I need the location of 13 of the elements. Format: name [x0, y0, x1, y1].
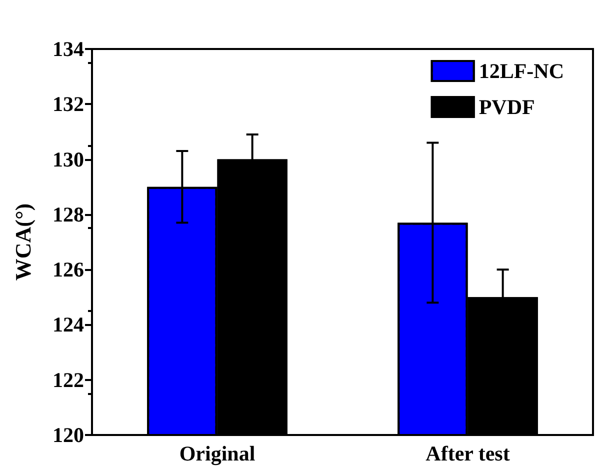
y-tick-label: 134	[52, 37, 84, 61]
y-axis-title: WCA(°)	[10, 203, 36, 281]
y-tick-label: 130	[52, 147, 84, 172]
y-tick-label: 122	[52, 368, 84, 392]
y-tick-label: 128	[52, 202, 84, 226]
y-tick-label: 132	[52, 92, 84, 116]
y-tick-label: 126	[52, 258, 84, 282]
legend-label: 12LF-NC	[478, 59, 564, 83]
legend-label: PVDF	[478, 95, 535, 119]
y-tick-label: 124	[52, 312, 84, 337]
x-tick-label: After test	[426, 442, 510, 466]
x-tick-label: Original	[179, 442, 256, 466]
y-tick-label: 120	[52, 423, 84, 447]
